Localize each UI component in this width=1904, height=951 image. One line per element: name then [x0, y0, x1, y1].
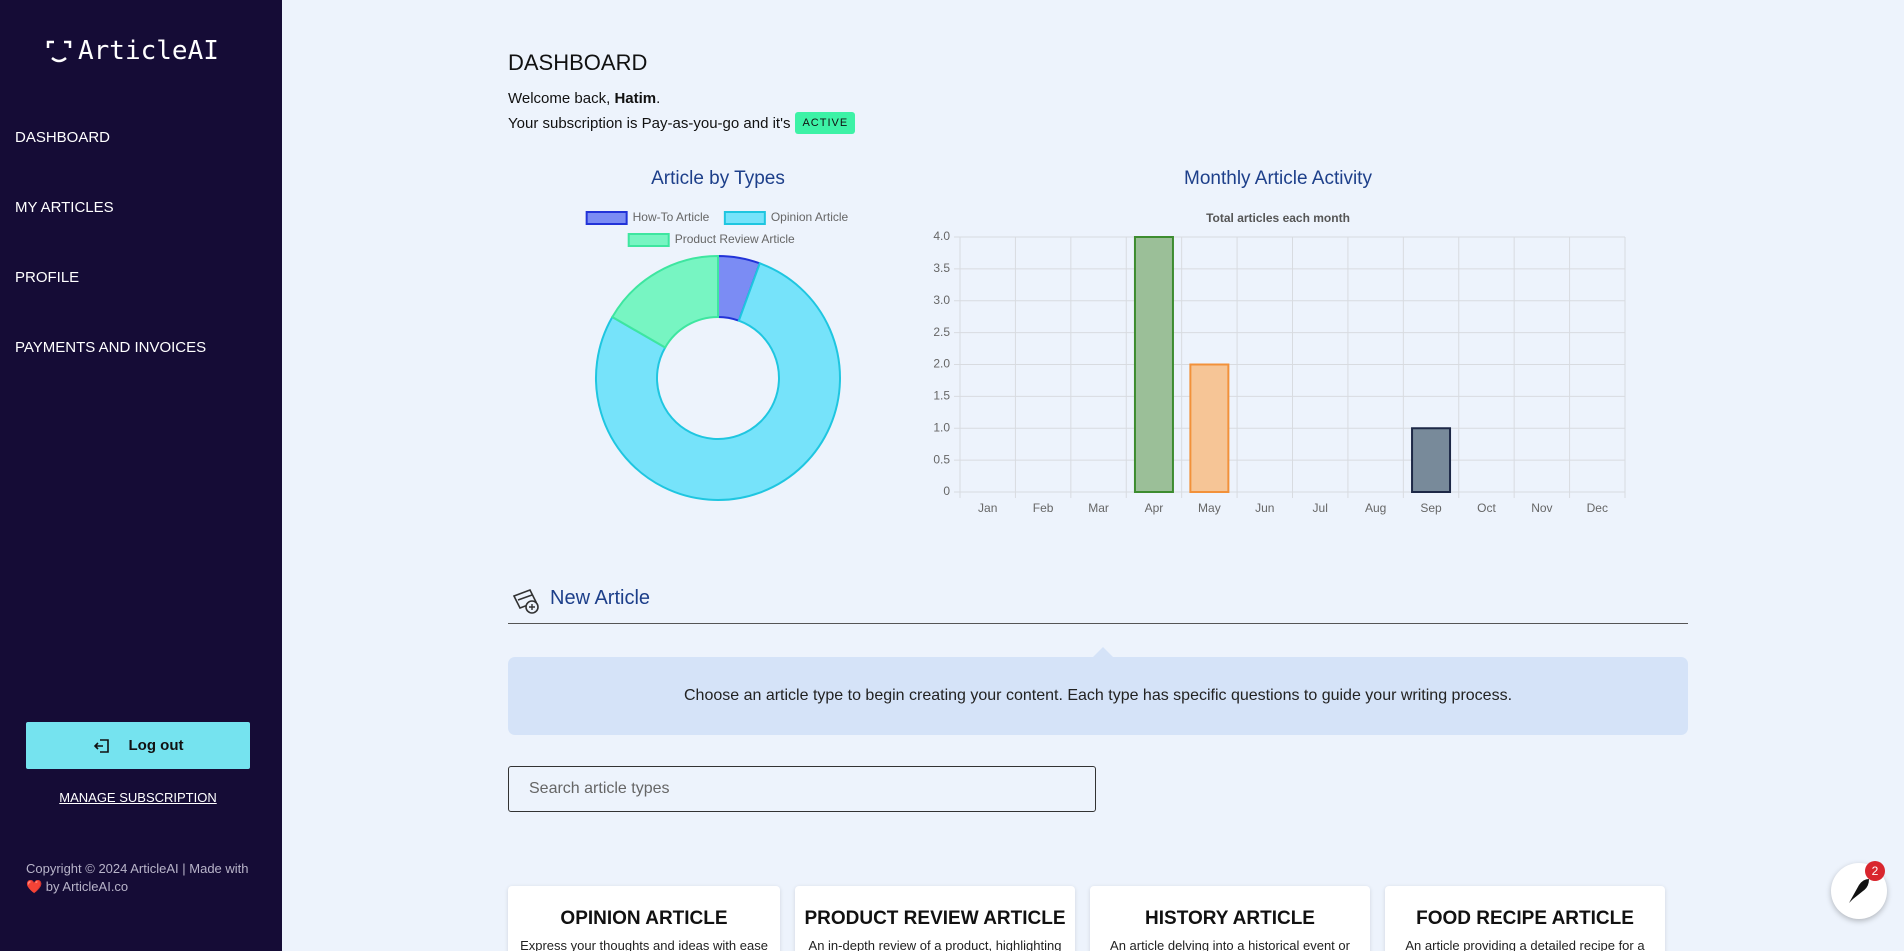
new-article-icon — [512, 588, 539, 614]
nav-link[interactable]: DASHBOARD — [15, 129, 111, 146]
page-title: DASHBOARD — [508, 50, 648, 75]
legend-label: Product Review Article — [675, 232, 795, 246]
x-tick-label: Aug — [1365, 501, 1386, 515]
chart-subtitle: Total articles each month — [1206, 211, 1350, 225]
bar — [1133, 236, 1174, 493]
y-tick-label: 0.5 — [933, 452, 950, 466]
nav-link[interactable]: PAYMENTS AND INVOICES — [15, 339, 207, 356]
legend-swatch — [723, 211, 766, 225]
section-title: New Article — [550, 587, 651, 609]
article-card[interactable]: PRODUCT REVIEW ARTICLE An in-depth review… — [795, 886, 1075, 951]
welcome: Welcome back, Hatim. — [508, 90, 661, 107]
bar — [1189, 363, 1230, 493]
article-card[interactable]: OPINION ARTICLE Express your thoughts and… — [508, 886, 780, 951]
card-description: An in-depth review of a product, highlig… — [808, 938, 1062, 951]
y-tick-label: 4.0 — [933, 229, 950, 243]
divider — [508, 623, 1688, 624]
logout-label: Log out — [128, 737, 184, 754]
logo-icon — [46, 40, 72, 63]
x-tick-label: Dec — [1587, 501, 1608, 515]
y-tick-label: 0 — [943, 484, 950, 498]
welcome-text: Welcome back, — [508, 90, 611, 107]
nav-link[interactable]: PROFILE — [15, 269, 80, 286]
subscription: Your subscription is Pay-as-you-go and i… — [508, 112, 856, 134]
y-tick-label: 1.5 — [933, 389, 950, 403]
card-title: HISTORY ARTICLE — [1145, 908, 1315, 929]
card-description: An article providing a detailed recipe f… — [1405, 938, 1645, 951]
legend-label: How-To Article — [633, 210, 710, 224]
card-description: Express your thoughts and ideas with eas… — [520, 938, 768, 951]
copyright: Copyright © 2024 ArticleAI | Made with ❤… — [26, 861, 249, 894]
x-tick-label: Jul — [1313, 501, 1328, 515]
card-description: An article delving into a historical eve… — [1110, 938, 1350, 951]
notification-badge: 2 — [1865, 861, 1885, 881]
subscription-text: Your subscription is Pay-as-you-go and i… — [508, 114, 791, 132]
x-tick-label: Jun — [1255, 501, 1274, 515]
x-tick-label: Sep — [1420, 501, 1442, 515]
x-tick-label: Apr — [1145, 501, 1164, 515]
chat-icon — [1849, 879, 1869, 903]
x-tick-label: Oct — [1477, 501, 1496, 515]
card-title: OPINION ARTICLE — [560, 908, 728, 929]
chart-title: Monthly Article Activity — [1184, 168, 1372, 189]
card-title: PRODUCT REVIEW ARTICLE — [804, 908, 1066, 929]
logout-icon — [93, 738, 109, 753]
search-placeholder: Search article types — [529, 780, 670, 797]
y-tick-label: 2.5 — [933, 325, 950, 339]
x-tick-label: Jan — [978, 501, 997, 515]
info-box: Choose an article type to begin creating… — [508, 657, 1688, 735]
y-tick-label: 1.0 — [933, 420, 950, 434]
card-title: FOOD RECIPE ARTICLE — [1416, 908, 1634, 929]
charts: Article by Types How-To Article Opinion Ar… — [585, 168, 1626, 515]
user-name: Hatim — [614, 90, 657, 107]
y-tick-label: 3.0 — [933, 293, 950, 307]
legend-swatch — [585, 211, 628, 225]
y-tick-label: 2.0 — [933, 357, 950, 371]
donut-segment — [610, 254, 719, 349]
manage-subscription-link[interactable]: MANAGE SUBSCRIPTION — [59, 790, 217, 805]
chart-title: Article by Types — [651, 168, 785, 189]
logo: ArticleAI — [78, 36, 219, 66]
logout-button[interactable]: Log out — [26, 722, 250, 769]
nav-link[interactable]: MY ARTICLES — [15, 199, 114, 216]
x-tick-label: Feb — [1033, 501, 1054, 515]
info-notch — [1093, 647, 1113, 657]
article-card[interactable]: FOOD RECIPE ARTICLE An article providing … — [1385, 886, 1665, 951]
x-tick-label: May — [1198, 501, 1221, 515]
x-tick-label: Nov — [1531, 501, 1552, 515]
search-input[interactable]: Search article types — [508, 766, 1096, 812]
bar — [1411, 427, 1452, 493]
sidebar: ArticleAI DASHBOARD MY ARTICLES PROFILE … — [0, 0, 282, 951]
article-card[interactable]: HISTORY ARTICLE An article delving into a… — [1090, 886, 1370, 951]
legend-label: Opinion Article — [771, 210, 849, 224]
donut-segment — [594, 262, 841, 501]
x-tick-label: Mar — [1088, 501, 1109, 515]
legend-swatch — [627, 233, 670, 247]
y-tick-label: 3.5 — [933, 261, 950, 275]
status-badge: ACTIVE — [795, 112, 856, 134]
